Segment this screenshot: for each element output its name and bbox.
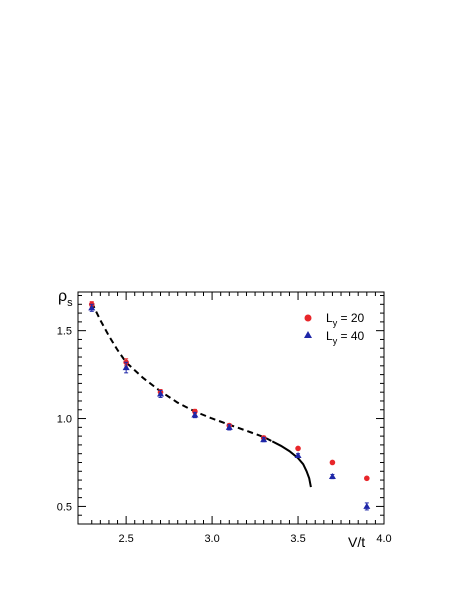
data-point-ly40: [328, 473, 336, 480]
x-tick-label: 4.0: [376, 533, 391, 545]
y-axis-title-main: ρ: [58, 288, 67, 305]
data-marks: [88, 301, 371, 511]
legend-marker-triangle: [304, 331, 312, 338]
x-tick-label: 3.5: [290, 533, 305, 545]
legend-ly40-sub: y: [333, 336, 338, 346]
x-tick-label: 3.0: [204, 533, 219, 545]
legend-ly40-rest: = 40: [337, 329, 364, 343]
x-tick-label: 2.5: [118, 533, 133, 545]
data-point-ly20: [329, 459, 336, 466]
data-point-ly40: [88, 304, 96, 311]
legend-marker-circle: [304, 314, 312, 322]
data-point-ly40: [260, 436, 268, 443]
y-tick-label: 1.0: [57, 414, 72, 426]
y-axis-title: ρs: [58, 288, 73, 309]
legend-ly40-main: L: [326, 329, 333, 343]
legend-ly20-rest: = 20: [337, 311, 364, 325]
data-point-ly40: [363, 502, 371, 509]
y-tick-label: 0.5: [57, 501, 72, 513]
legend: Ly = 20 Ly = 40: [304, 311, 365, 346]
data-point-ly40: [225, 423, 233, 430]
fit-curves: [90, 302, 312, 488]
legend-ly20-main: L: [326, 311, 333, 325]
fit-curve-dashed: [90, 302, 273, 443]
plot-frame: [77, 291, 385, 525]
y-axis-title-sub: s: [67, 297, 73, 309]
data-point-ly40: [122, 364, 130, 371]
fit-curve-solid: [271, 440, 312, 488]
legend-label-ly40: Ly = 40: [326, 329, 365, 346]
axis-ticks: 2.5 3.0 3.5 4.0 0.5 1.0 1.5: [57, 292, 392, 545]
data-point-ly40: [294, 451, 302, 458]
data-point-ly40: [191, 411, 199, 418]
y-tick-label: 1.5: [57, 326, 72, 338]
x-axis-title: V/t: [348, 534, 365, 550]
data-point-ly20: [364, 475, 370, 482]
legend-ly20-sub: y: [333, 318, 338, 328]
data-point-ly40: [157, 390, 165, 397]
legend-label-ly20: Ly = 20: [326, 311, 365, 328]
data-point-ly20: [295, 445, 301, 452]
data-point-ly20: [192, 408, 198, 415]
